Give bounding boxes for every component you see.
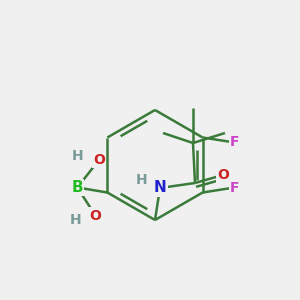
- Text: F: F: [230, 136, 239, 149]
- Text: H: H: [136, 173, 148, 187]
- Text: N: N: [154, 181, 166, 196]
- Text: O: O: [89, 208, 101, 223]
- Text: H: H: [72, 148, 83, 163]
- Text: H: H: [70, 212, 81, 226]
- Text: B: B: [72, 180, 83, 195]
- Text: F: F: [230, 181, 239, 194]
- Text: O: O: [217, 168, 229, 182]
- Text: O: O: [93, 152, 105, 167]
